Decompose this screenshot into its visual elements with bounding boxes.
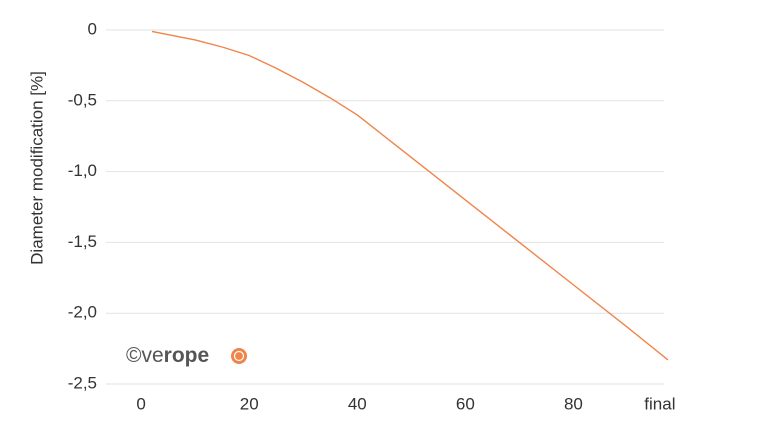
y-tick-label: -0,5: [68, 90, 97, 109]
logo-ring: [233, 350, 245, 362]
y-tick-label: -2,5: [68, 373, 97, 392]
logo-circle: [231, 348, 247, 364]
y-tick-label: -1,5: [68, 232, 97, 251]
y-tick-label: -2,0: [68, 303, 97, 322]
x-tick-label: 60: [456, 394, 475, 413]
watermark: ©verope: [126, 344, 209, 367]
y-tick-label: 0: [88, 19, 97, 38]
x-tick-label: 80: [564, 394, 583, 413]
x-tick-label: final: [644, 394, 675, 413]
watermark-prefix: ©ve: [126, 344, 164, 367]
y-axis-label: Diameter modification [%]: [27, 71, 46, 265]
watermark-logo: [231, 348, 247, 364]
x-tick-label: 40: [348, 394, 367, 413]
y-tick-label: -1,0: [68, 161, 97, 180]
data-line: [151, 30, 669, 361]
x-tick-label: 20: [240, 394, 259, 413]
x-tick-label: 0: [136, 394, 145, 413]
watermark-bold: rope: [164, 344, 210, 367]
